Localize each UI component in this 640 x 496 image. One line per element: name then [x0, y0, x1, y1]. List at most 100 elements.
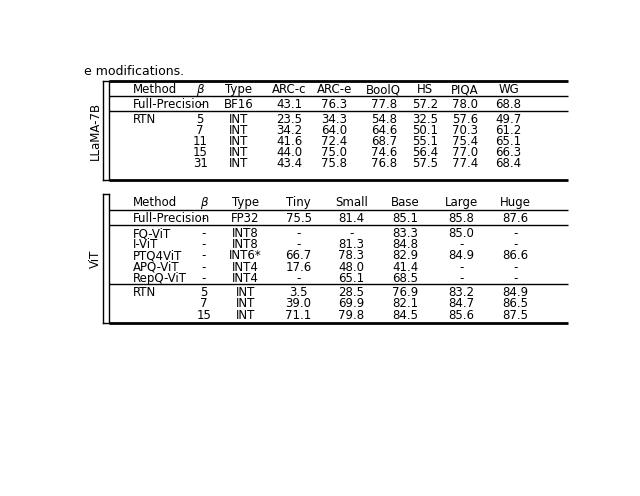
Text: I-ViT: I-ViT: [132, 238, 158, 251]
Text: β: β: [196, 83, 204, 96]
Text: 75.0: 75.0: [321, 146, 348, 159]
Text: 68.7: 68.7: [371, 135, 397, 148]
Text: 43.4: 43.4: [276, 157, 302, 170]
Text: 84.9: 84.9: [448, 249, 474, 262]
Text: FP32: FP32: [231, 212, 259, 225]
Text: 17.6: 17.6: [285, 260, 312, 273]
Text: -: -: [513, 260, 518, 273]
Text: 68.8: 68.8: [495, 98, 522, 111]
Text: 75.5: 75.5: [285, 212, 312, 225]
Text: INT: INT: [229, 146, 248, 159]
Text: ViT: ViT: [89, 249, 102, 268]
Text: 71.1: 71.1: [285, 309, 312, 322]
Text: 61.2: 61.2: [495, 124, 522, 137]
Text: INT8: INT8: [232, 227, 259, 240]
Text: WG: WG: [498, 83, 519, 96]
Text: Full-Precision: Full-Precision: [132, 98, 210, 111]
Text: 87.5: 87.5: [502, 309, 529, 322]
Text: APQ-ViT: APQ-ViT: [132, 260, 179, 273]
Text: -: -: [513, 227, 518, 240]
Text: Tiny: Tiny: [286, 196, 311, 209]
Text: 39.0: 39.0: [285, 298, 312, 310]
Text: 87.6: 87.6: [502, 212, 529, 225]
Text: 5: 5: [200, 286, 208, 299]
Text: 7: 7: [196, 124, 204, 137]
Text: 66.3: 66.3: [495, 146, 522, 159]
Text: PIQA: PIQA: [451, 83, 479, 96]
Text: 5: 5: [196, 113, 204, 126]
Text: -: -: [202, 238, 206, 251]
Text: 23.5: 23.5: [276, 113, 302, 126]
Text: 48.0: 48.0: [339, 260, 364, 273]
Text: 81.3: 81.3: [339, 238, 364, 251]
Text: 86.6: 86.6: [502, 249, 529, 262]
Text: 85.8: 85.8: [449, 212, 474, 225]
Text: 79.8: 79.8: [338, 309, 364, 322]
Text: 77.8: 77.8: [371, 98, 397, 111]
Text: INT8: INT8: [232, 238, 259, 251]
Text: 64.6: 64.6: [371, 124, 397, 137]
Text: 7: 7: [200, 298, 208, 310]
Text: 49.7: 49.7: [495, 113, 522, 126]
Text: 41.4: 41.4: [392, 260, 419, 273]
Text: INT4: INT4: [232, 272, 259, 285]
Text: -: -: [202, 227, 206, 240]
Text: ARC-c: ARC-c: [272, 83, 307, 96]
Text: INT: INT: [229, 135, 248, 148]
Text: 78.0: 78.0: [452, 98, 478, 111]
Text: 84.9: 84.9: [502, 286, 529, 299]
Text: 68.4: 68.4: [495, 157, 522, 170]
Text: ARC-e: ARC-e: [317, 83, 352, 96]
Text: 75.4: 75.4: [452, 135, 478, 148]
Text: PTQ4ViT: PTQ4ViT: [132, 249, 182, 262]
Text: 3.5: 3.5: [289, 286, 308, 299]
Text: 57.5: 57.5: [412, 157, 438, 170]
Text: 50.1: 50.1: [412, 124, 438, 137]
Text: 84.5: 84.5: [392, 309, 419, 322]
Text: INT: INT: [229, 124, 248, 137]
Text: 84.8: 84.8: [392, 238, 419, 251]
Text: 86.5: 86.5: [502, 298, 529, 310]
Text: 64.0: 64.0: [321, 124, 348, 137]
Text: 54.8: 54.8: [371, 113, 397, 126]
Text: 85.1: 85.1: [392, 212, 419, 225]
Text: 77.0: 77.0: [452, 146, 478, 159]
Text: 56.4: 56.4: [412, 146, 438, 159]
Text: 15: 15: [193, 146, 207, 159]
Text: 84.7: 84.7: [448, 298, 474, 310]
Text: Method: Method: [132, 83, 177, 96]
Text: -: -: [296, 227, 301, 240]
Text: -: -: [202, 260, 206, 273]
Text: Type: Type: [232, 196, 259, 209]
Text: INT: INT: [229, 113, 248, 126]
Text: Huge: Huge: [500, 196, 531, 209]
Text: Small: Small: [335, 196, 368, 209]
Text: 32.5: 32.5: [412, 113, 438, 126]
Text: 82.9: 82.9: [392, 249, 419, 262]
Text: 69.9: 69.9: [338, 298, 364, 310]
Text: LLaMA-7B: LLaMA-7B: [89, 102, 102, 160]
Text: INT: INT: [229, 157, 248, 170]
Text: RTN: RTN: [132, 286, 156, 299]
Text: -: -: [202, 272, 206, 285]
Text: 81.4: 81.4: [338, 212, 364, 225]
Text: β: β: [200, 196, 208, 209]
Text: 76.8: 76.8: [371, 157, 397, 170]
Text: 76.3: 76.3: [321, 98, 348, 111]
Text: 34.2: 34.2: [276, 124, 302, 137]
Text: HS: HS: [417, 83, 433, 96]
Text: -: -: [349, 227, 353, 240]
Text: RTN: RTN: [132, 113, 156, 126]
Text: 11: 11: [193, 135, 207, 148]
Text: -: -: [198, 98, 202, 111]
Text: Type: Type: [225, 83, 252, 96]
Text: 55.1: 55.1: [412, 135, 438, 148]
Text: RepQ-ViT: RepQ-ViT: [132, 272, 187, 285]
Text: BF16: BF16: [224, 98, 253, 111]
Text: INT: INT: [236, 298, 255, 310]
Text: 70.3: 70.3: [452, 124, 478, 137]
Text: e modifications.: e modifications.: [84, 65, 184, 78]
Text: Full-Precision: Full-Precision: [132, 212, 210, 225]
Text: 65.1: 65.1: [495, 135, 522, 148]
Text: -: -: [459, 272, 463, 285]
